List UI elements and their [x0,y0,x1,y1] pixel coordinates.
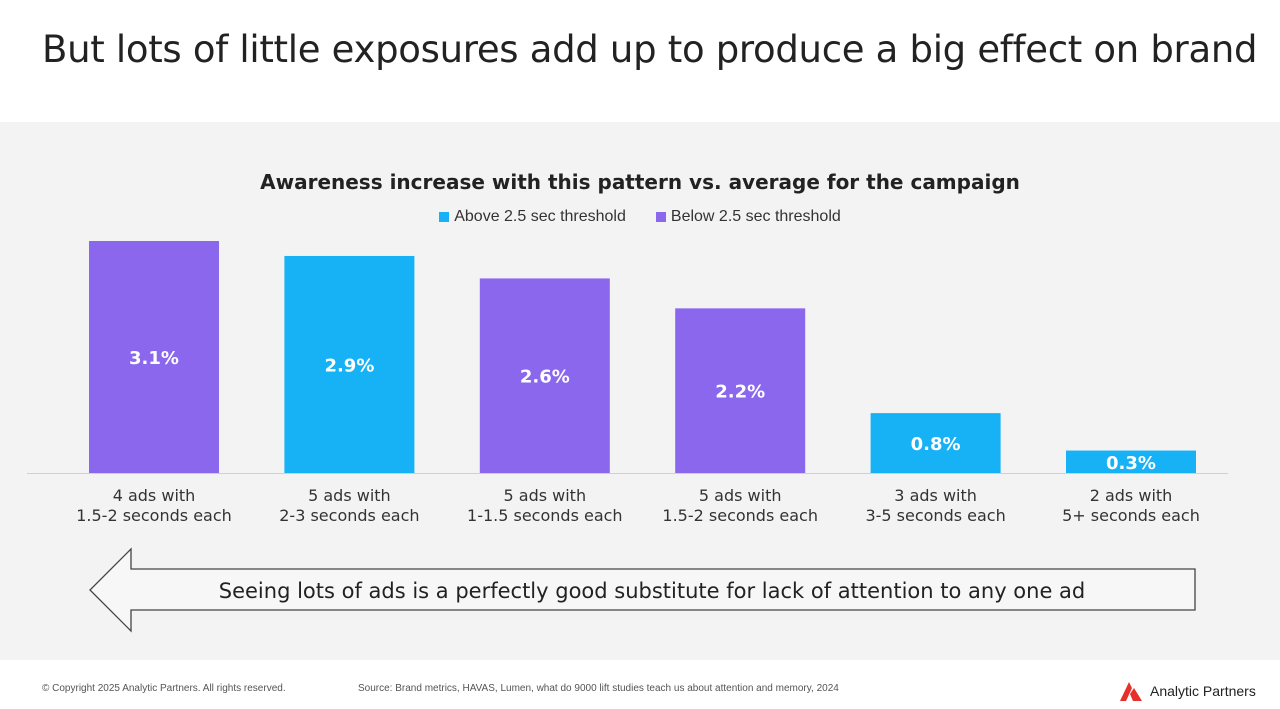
category-label-2-line-1: 5 ads with [308,486,391,505]
logo-mark-icon [1120,682,1142,701]
chart-title: Awareness increase with this pattern vs.… [260,170,1020,194]
logo-text: Analytic Partners [1150,683,1256,699]
legend-label-below: Below 2.5 sec threshold [670,208,841,225]
bar-value-label-3: 2.6% [520,367,570,388]
legend-swatch-below [655,212,666,222]
chart-legend: Above 2.5 sec threshold Below 2.5 sec th… [0,208,1280,226]
bar-value-label-6: 0.3% [1106,453,1156,474]
category-label-1-line-2: 1.5-2 seconds each [76,506,232,525]
bar-4 [675,308,806,473]
bar-2 [284,255,415,473]
slide-title: But lots of little exposures add up to p… [42,28,1258,71]
analytic-partners-logo: Analytic Partners [1118,680,1256,702]
arrow-shape [89,547,1196,633]
footer-copyright: © Copyright 2025 Analytic Partners. All … [42,683,286,694]
direction-arrow: Seeing lots of ads is a perfectly good s… [89,547,1196,633]
arrow-text: Seeing lots of ads is a perfectly good s… [219,579,1086,603]
category-label-5-line-2: 3-5 seconds each [865,506,1005,525]
bar-value-label-1: 3.1% [129,348,179,369]
category-label-3-line-1: 5 ads with [504,486,587,505]
category-label-5-line-1: 3 ads with [894,486,977,505]
bar-value-label-4: 2.2% [715,382,765,403]
category-label-4-line-2: 1.5-2 seconds each [662,506,818,525]
bar-chart: 3.1% 2.9%2.6%2.2%0.8%0.3% 4 ads with1.5-2… [27,241,1228,633]
bar-value-label-2: 2.9% [324,355,374,376]
legend-swatch-above [439,212,450,222]
bars-layer: 3.1% 2.9% 2.6% 2.2% 0.8% 0.3% [89,241,1196,474]
bar-value-label-5: 0.8% [911,434,961,455]
category-label-6-line-1: 2 ads with [1090,486,1173,505]
category-label-3-line-2: 1-1.5 seconds each [467,506,623,525]
bar-1 [89,241,219,473]
category-label-4-line-1: 5 ads with [699,486,782,505]
legend-item-below-threshold: Below 2.5 sec threshold [655,208,841,226]
legend-label-above: Above 2.5 sec threshold [454,208,626,225]
bar-5 [870,413,1001,473]
legend-item-above-threshold: Above 2.5 sec threshold [439,208,626,226]
bar-6 [1066,450,1196,473]
category-label-1-line-1: 4 ads with [113,486,196,505]
category-label-2-line-2: 2-3 seconds each [279,506,419,525]
footer-source: Source: Brand metrics, HAVAS, Lumen, wha… [358,683,839,694]
bar-3 [479,278,610,473]
category-label-6-line-2: 5+ seconds each [1062,506,1200,525]
